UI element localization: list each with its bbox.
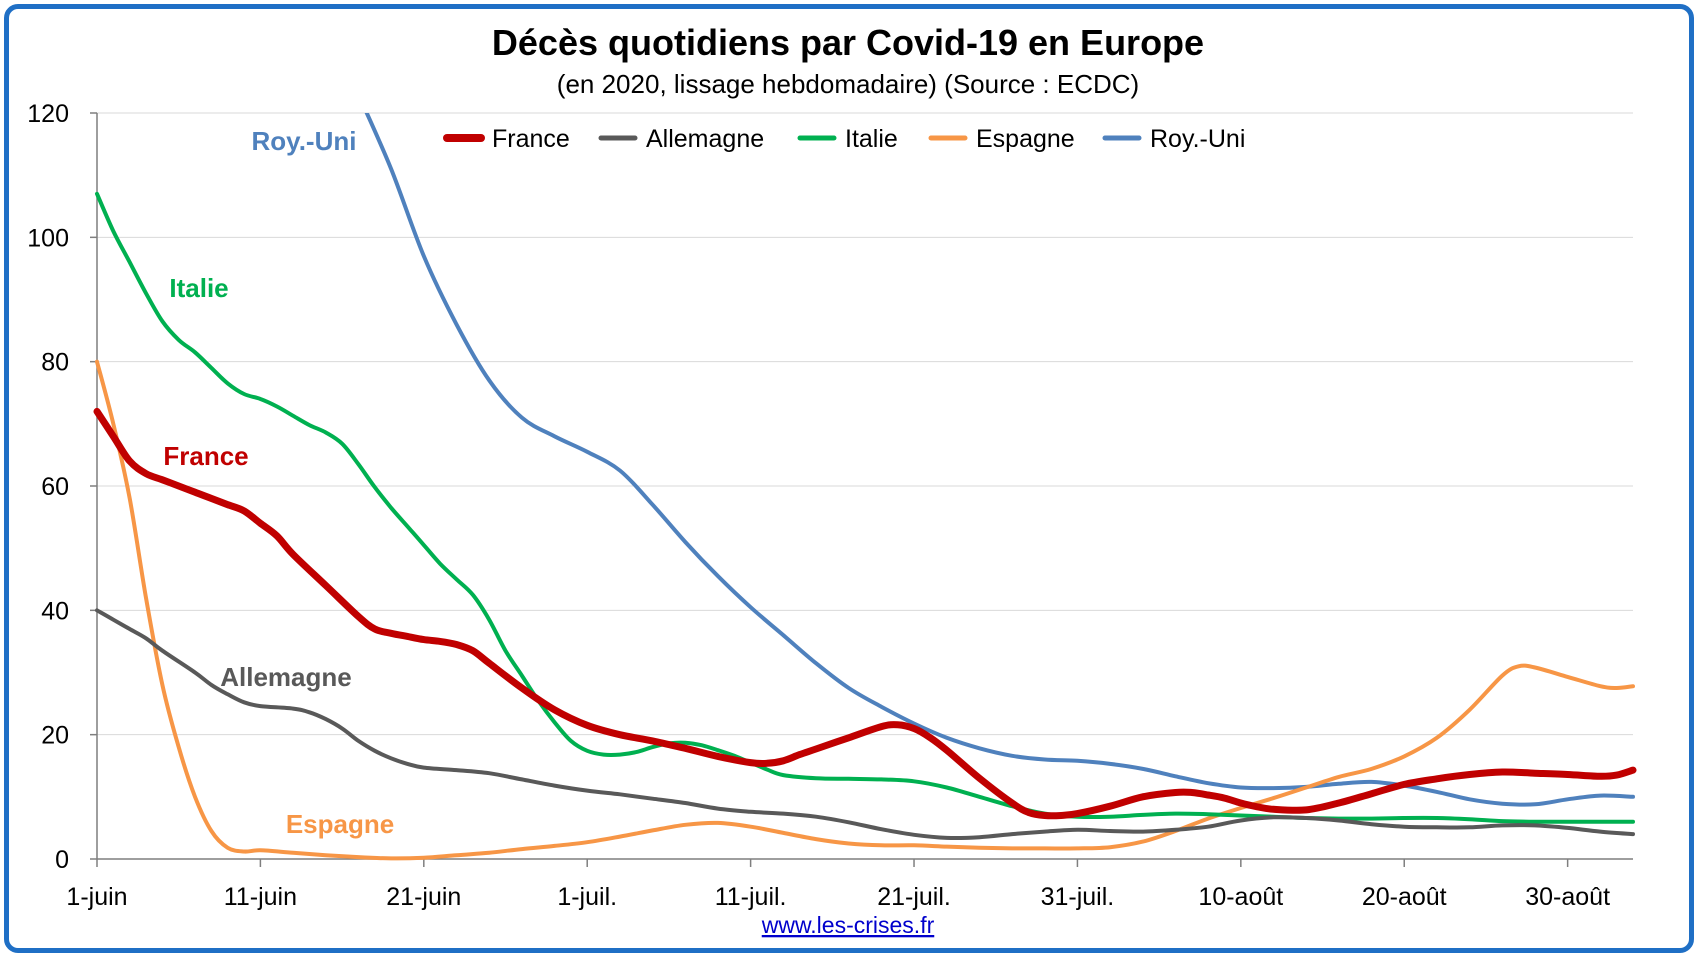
- y-tick-label: 20: [41, 722, 69, 750]
- chart-subtitle: (en 2020, lissage hebdomadaire) (Source …: [557, 69, 1139, 99]
- legend-label-france: France: [492, 125, 570, 153]
- annotation-roy-uni: Roy.-Uni: [252, 126, 357, 156]
- source-link[interactable]: www.les-crises.fr: [761, 912, 935, 938]
- x-tick-label: 11-juil.: [715, 883, 787, 911]
- legend-label-italie: Italie: [845, 125, 898, 153]
- chart-title: Décès quotidiens par Covid-19 en Europe: [492, 22, 1204, 63]
- legend-label-roy-uni: Roy.-Uni: [1150, 125, 1245, 153]
- x-tick-label: 1-juil.: [557, 883, 617, 911]
- series-line-allemagne: [95, 608, 1635, 841]
- y-tick-label: 80: [41, 349, 69, 377]
- y-tick-label: 120: [27, 100, 69, 128]
- annotation-italie: Italie: [169, 273, 228, 303]
- x-tick-label: 1-juin: [66, 883, 127, 911]
- y-tick-label: 60: [41, 473, 69, 501]
- series-line-france: [93, 407, 1637, 820]
- y-tick-label: 40: [41, 597, 69, 625]
- annotation-espagne: Espagne: [286, 809, 394, 839]
- annotation-allemagne: Allemagne: [220, 662, 352, 692]
- x-tick-label: 20-août: [1362, 883, 1447, 911]
- legend-label-allemagne: Allemagne: [646, 125, 764, 153]
- gridlines: [97, 112, 1633, 736]
- x-tick-label: 21-juin: [386, 883, 461, 911]
- legend: France Allemagne Italie Espagne Roy.-Uni: [443, 125, 1245, 153]
- x-tick-label: 21-juil.: [877, 883, 951, 911]
- chart-frame: [4, 4, 1694, 953]
- x-tick-label: 30-août: [1525, 883, 1610, 911]
- series-layer: [93, 113, 1637, 861]
- y-tick-label: 100: [27, 224, 69, 252]
- legend-label-espagne: Espagne: [976, 125, 1075, 153]
- annotation-france: France: [163, 441, 248, 471]
- x-tick-label: 10-août: [1198, 883, 1283, 911]
- series-line-espagne: [95, 359, 1635, 861]
- series-line-italie: [95, 191, 1635, 824]
- x-tick-label: 31-juil.: [1041, 883, 1115, 911]
- x-tick-label: 11-juin: [224, 883, 297, 911]
- series-line-roy-uni: [364, 113, 1635, 807]
- series-annotations: France Allemagne Italie Espagne Roy.-Uni: [163, 126, 394, 839]
- axes: 0 20 40 60 80 100 120 1-juin 11-juin 21-juin 1-jui…: [27, 100, 1633, 911]
- y-tick-label: 0: [55, 846, 69, 874]
